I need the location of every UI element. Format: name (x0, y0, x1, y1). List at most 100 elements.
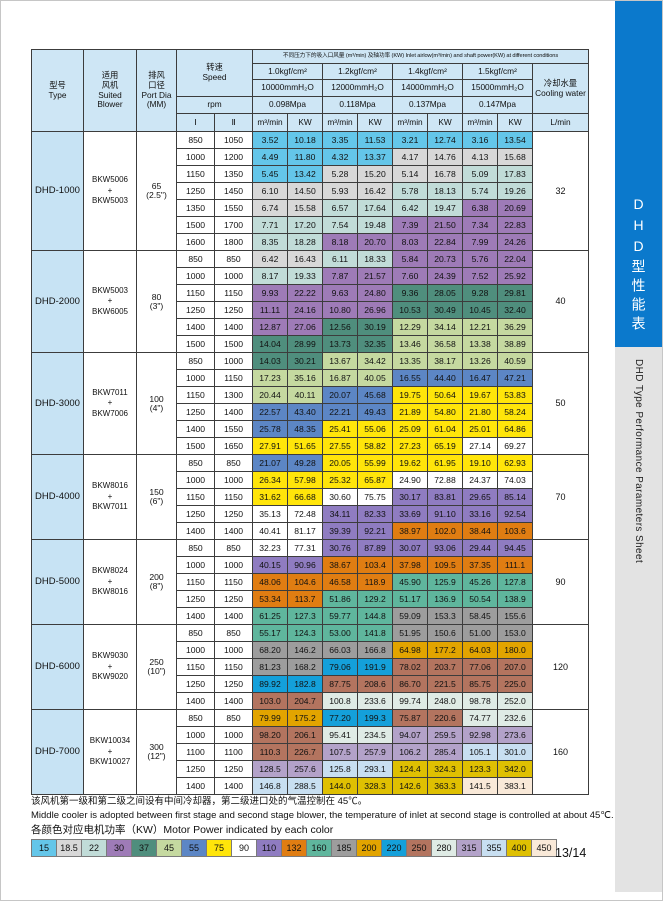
speed-ii-cell: 1550 (214, 420, 253, 438)
table-row: 1150 1300 20.44 40.11 20.07 45.68 19.75 50.64 19… (32, 386, 589, 404)
speed-ii-cell: 1250 (214, 505, 253, 523)
legend-swatch: 185 (331, 839, 357, 857)
shaft-power-cell: 75.75 (357, 488, 393, 506)
speed-i-cell: 1000 (176, 148, 215, 166)
inlet-airflow-cell: 59.09 (392, 607, 428, 625)
speed-ii-cell: 1000 (214, 352, 253, 370)
sidebar-title-en: DHD Type Performance Parameters Sheet (633, 359, 644, 564)
speed-ii-cell: 1200 (214, 148, 253, 166)
table-row: 1250 1400 22.57 43.40 22.21 49.43 21.89 54.80 21… (32, 403, 589, 421)
speed-ii-cell: 1350 (214, 165, 253, 183)
header-cooling-unit: L/min (532, 113, 589, 132)
inlet-airflow-cell: 6.38 (462, 199, 498, 217)
inlet-airflow-cell: 6.11 (322, 250, 358, 268)
shaft-power-cell: 48.35 (287, 420, 323, 438)
inlet-airflow-cell: 51.00 (462, 624, 498, 642)
inlet-airflow-cell: 17.23 (252, 369, 288, 387)
inlet-airflow-cell: 3.35 (322, 131, 358, 149)
shaft-power-cell: 288.5 (287, 777, 323, 795)
speed-ii-cell: 1000 (214, 641, 253, 659)
port-dia-cell: 200 (8") (136, 539, 177, 625)
shaft-power-cell: 153.3 (427, 607, 463, 625)
speed-ii-cell: 1150 (214, 488, 253, 506)
inlet-airflow-cell: 13.26 (462, 352, 498, 370)
shaft-power-cell: 85.14 (497, 488, 533, 506)
shaft-power-cell: 155.6 (497, 607, 533, 625)
speed-i-cell: 1400 (176, 777, 215, 795)
shaft-power-cell: 17.64 (357, 199, 393, 217)
shaft-power-cell: 206.1 (287, 726, 323, 744)
header-pressure-mpa: 0.118Mpa (322, 96, 393, 114)
shaft-power-cell: 19.26 (497, 182, 533, 200)
speed-ii-cell: 1450 (214, 182, 253, 200)
inlet-airflow-cell: 5.14 (392, 165, 428, 183)
inlet-airflow-cell: 78.02 (392, 658, 428, 676)
table-row: 1150 1150 48.06 104.6 46.58 118.9 45.90 125.9 45… (32, 573, 589, 591)
shaft-power-cell: 32.35 (357, 335, 393, 353)
shaft-power-cell: 43.40 (287, 403, 323, 421)
header-pressure-mpa: 0.137Mpa (392, 96, 463, 114)
speed-i-cell: 1500 (176, 216, 215, 234)
inlet-airflow-cell: 7.54 (322, 216, 358, 234)
shaft-power-cell: 204.7 (287, 692, 323, 710)
shaft-power-cell: 90.96 (287, 556, 323, 574)
inlet-airflow-cell: 14.04 (252, 335, 288, 353)
legend-swatch: 132 (281, 839, 307, 857)
inlet-airflow-cell: 51.86 (322, 590, 358, 608)
legend-swatch: 45 (156, 839, 182, 857)
table-row: DHD-6000 BKW9030 + BKW9020 250 (10") 850 850… (31, 624, 589, 710)
inlet-airflow-cell: 8.17 (252, 267, 288, 285)
shaft-power-cell: 65.87 (357, 471, 393, 489)
inlet-airflow-cell: 50.54 (462, 590, 498, 608)
speed-ii-cell: 1000 (214, 471, 253, 489)
inlet-airflow-cell: 11.11 (252, 301, 288, 319)
table-row: 1100 1100 110.3 226.7 107.5 257.9 106.2 285.4 10… (32, 743, 589, 761)
shaft-power-cell: 17.20 (287, 216, 323, 234)
speed-ii-cell: 1700 (214, 216, 253, 234)
speed-i-cell: 1350 (176, 199, 215, 217)
speed-i-cell: 1000 (176, 267, 215, 285)
inlet-airflow-cell: 9.36 (392, 284, 428, 302)
inlet-airflow-cell: 55.17 (252, 624, 288, 642)
inlet-airflow-cell: 95.41 (322, 726, 358, 744)
inlet-airflow-cell: 10.45 (462, 301, 498, 319)
legend-swatch: 400 (506, 839, 532, 857)
cooling-water-cell: 70 (532, 454, 589, 540)
shaft-power-cell: 83.81 (427, 488, 463, 506)
shaft-power-cell: 58.82 (357, 437, 393, 455)
shaft-power-cell: 226.7 (287, 743, 323, 761)
header-speed-i: Ⅰ (176, 113, 215, 132)
header-conditions-banner: 不同压力下的吸入口风量 (m³/min) 及轴功率 (KW) Inlet air… (252, 49, 589, 64)
shaft-power-cell: 24.80 (357, 284, 393, 302)
shaft-power-cell: 252.0 (497, 692, 533, 710)
shaft-power-cell: 153.0 (497, 624, 533, 642)
motor-power-legend: 15 18.5 22 30 37 45 55 75 90 110 132 160 185 200 220 25… (31, 839, 557, 857)
speed-i-cell: 850 (176, 709, 215, 727)
model-name-cell: DHD-7000 (31, 709, 84, 795)
shaft-power-cell: 273.6 (497, 726, 533, 744)
legend-swatch: 160 (306, 839, 332, 857)
header-pressure-kgf: 1.0kgf/cm² (252, 63, 323, 80)
table-row: 1250 1250 11.11 24.16 10.80 26.96 10.53 30.49 10… (32, 301, 589, 319)
inlet-airflow-cell: 29.65 (462, 488, 498, 506)
shaft-power-cell: 234.5 (357, 726, 393, 744)
inlet-airflow-cell: 5.45 (252, 165, 288, 183)
header-pressure-mmh2o: 12000mmH₂O (322, 79, 393, 97)
table-row: 1250 1250 89.92 182.8 87.75 208.6 86.70 221.5 85… (32, 675, 589, 693)
table-row: 1500 1650 27.91 51.65 27.55 58.82 27.23 65.19 27… (32, 437, 589, 455)
shaft-power-cell: 363.3 (427, 777, 463, 795)
shaft-power-cell: 36.58 (427, 335, 463, 353)
inlet-airflow-cell: 51.17 (392, 590, 428, 608)
inlet-airflow-cell: 99.74 (392, 692, 428, 710)
port-dia-cell: 300 (12") (136, 709, 177, 795)
shaft-power-cell: 136.9 (427, 590, 463, 608)
table-row: 1000 1000 68.20 146.2 66.03 166.8 64.98 177.2 64… (32, 641, 589, 659)
shaft-power-cell: 203.7 (427, 658, 463, 676)
legend-swatch: 355 (481, 839, 507, 857)
model-name-cell: DHD-4000 (31, 454, 84, 540)
inlet-airflow-cell: 125.8 (322, 760, 358, 778)
shaft-power-cell: 57.98 (287, 471, 323, 489)
inlet-airflow-cell: 53.00 (322, 624, 358, 642)
shaft-power-cell: 38.17 (427, 352, 463, 370)
shaft-power-cell: 53.83 (497, 386, 533, 404)
